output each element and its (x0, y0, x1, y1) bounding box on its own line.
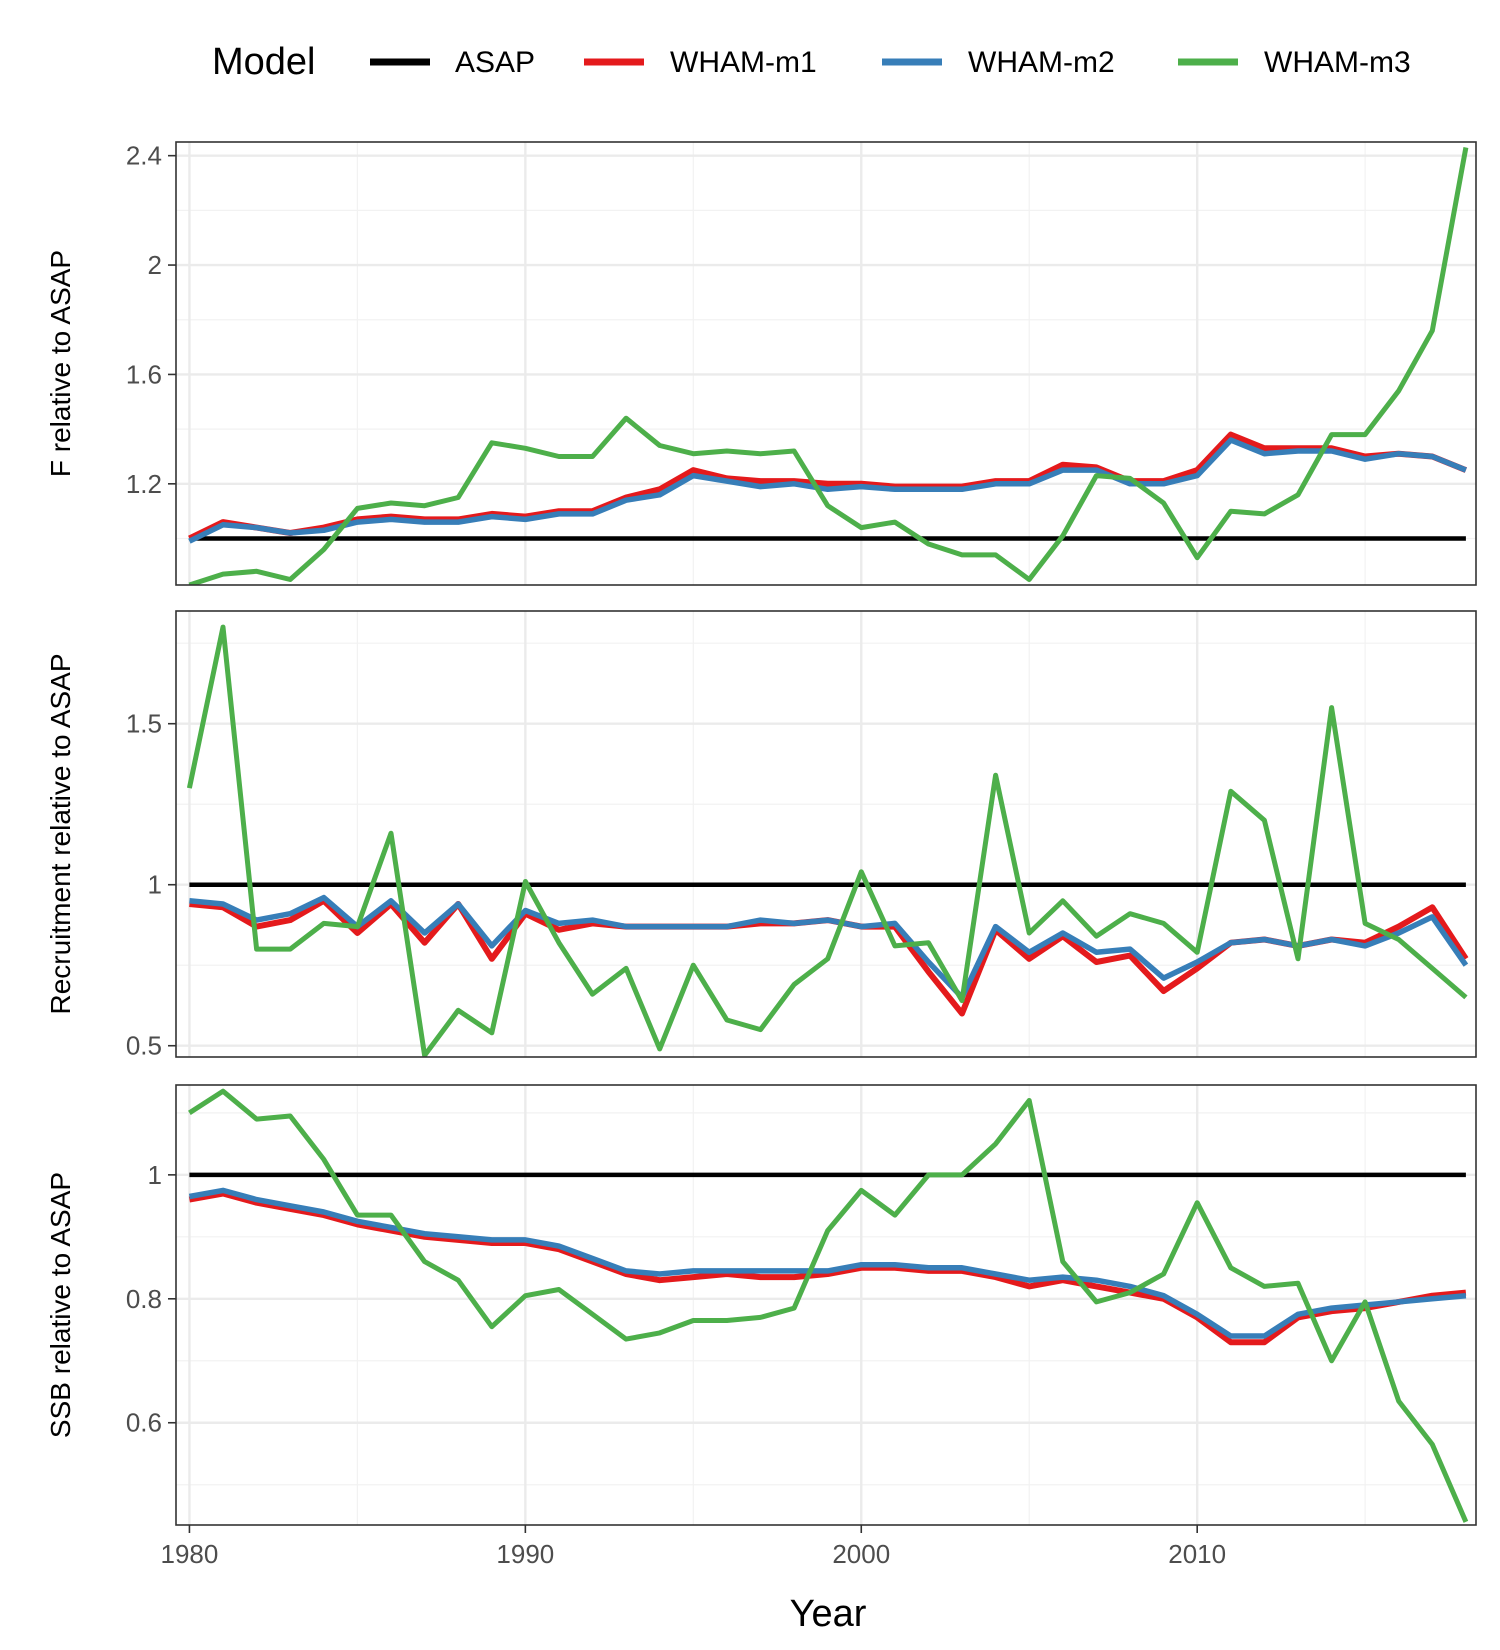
panel-f: 1.2 1.6 2 2.4 F relative to ASAP (45, 141, 1477, 586)
panel-border (175, 1084, 1477, 1526)
panel-border (175, 141, 1477, 586)
y-tick-label: 2 (148, 250, 162, 280)
y-axis-title: Recruitment relative to ASAP (45, 653, 76, 1014)
series-line-wham-m2 (188, 437, 1467, 544)
series-line-wham-m3 (188, 1088, 1469, 1523)
panel-ssb: 0.6 0.8 1 SSB relative to ASAP (45, 1084, 1477, 1526)
panel-background (176, 611, 1476, 1057)
x-axis-title: Year (790, 1593, 867, 1635)
y-tick-label: 2.4 (126, 141, 162, 171)
legend-label-wham-m1: WHAM-m1 (670, 46, 817, 79)
y-tick-label: 1 (148, 870, 162, 900)
y-tick-label: 1.2 (126, 469, 162, 499)
panel-border (175, 610, 1477, 1058)
x-tick-label: 1980 (161, 1539, 219, 1569)
x-tick-label: 2000 (832, 1539, 890, 1569)
x-tick-label: 2010 (1168, 1539, 1226, 1569)
y-tick-label: 0.8 (126, 1284, 162, 1314)
y-tick-label: 1 (148, 1160, 162, 1190)
y-tick-label: 1.5 (126, 709, 162, 739)
series-line-wham-m3 (188, 147, 1469, 585)
panel-recruitment: 0.5 1 1.5 Recruitment relative to ASAP (45, 610, 1477, 1061)
x-tick-label: 1990 (496, 1539, 554, 1569)
x-axis: 1980 1990 2000 2010 (161, 1525, 1226, 1569)
y-axis-title: SSB relative to ASAP (45, 1172, 76, 1438)
y-tick-label: 0.5 (126, 1031, 162, 1061)
panel-background (176, 1085, 1476, 1525)
legend-label-asap: ASAP (455, 46, 535, 79)
series-line-wham-m1 (188, 431, 1468, 542)
legend-label-wham-m3: WHAM-m3 (1264, 46, 1411, 79)
legend-label-wham-m2: WHAM-m2 (968, 46, 1115, 79)
y-axis-title: F relative to ASAP (45, 250, 76, 477)
legend: Model ASAP WHAM-m1 WHAM-m2 WHAM-m3 (212, 41, 1411, 83)
legend-title: Model (212, 41, 316, 83)
y-tick-label: 1.6 (126, 359, 162, 389)
series-line-wham-m3 (186, 624, 1468, 1057)
y-tick-label: 0.6 (126, 1408, 162, 1438)
